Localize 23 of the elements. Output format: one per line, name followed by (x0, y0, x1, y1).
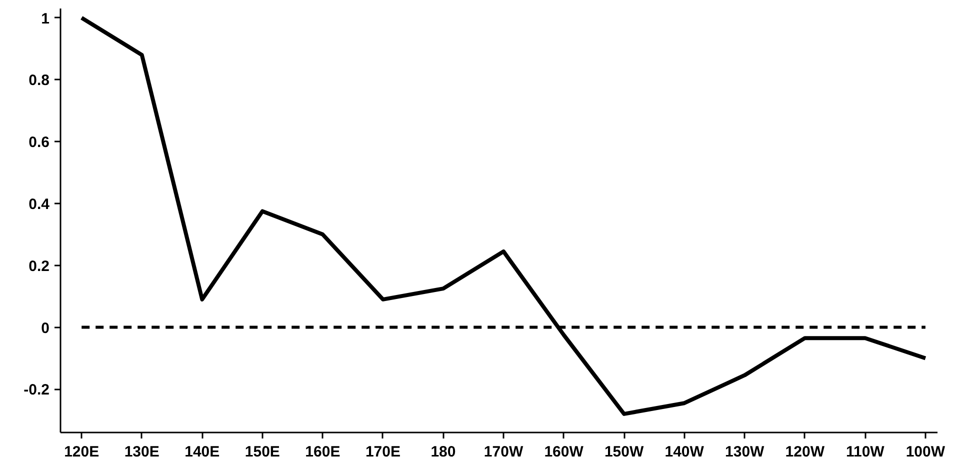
x-tick-label: 140W (664, 444, 705, 460)
x-tick-label: 130W (725, 444, 766, 460)
x-tick-label: 120E (64, 444, 100, 460)
x-tick-label: 150W (604, 444, 645, 460)
x-tick-label: 150E (244, 444, 280, 460)
x-tick-label: 170W (484, 444, 524, 460)
y-tick-label: -0.2 (24, 382, 50, 399)
x-tick-label: 110W (846, 444, 886, 460)
x-tick-label: 170E (365, 444, 400, 460)
x-tick-label: 160E (305, 444, 340, 460)
y-tick-label: 0.4 (28, 196, 50, 213)
y-tick-label: 0.8 (28, 72, 50, 90)
x-tick-label: 120W (785, 444, 826, 460)
y-tick-label: 0.2 (28, 258, 50, 275)
line-series (80, 16, 928, 416)
y-tick-label: 0.6 (28, 134, 50, 152)
y-tick-label: 1 (41, 10, 50, 28)
x-tick-label: 180 (430, 444, 456, 460)
x-tick-label: 140E (184, 444, 220, 460)
x-tick-label: 160W (544, 444, 584, 460)
x-tick-label: 130E (124, 444, 160, 460)
x-tick-label: 100W (906, 444, 946, 460)
y-tick-label: 0 (41, 320, 50, 337)
